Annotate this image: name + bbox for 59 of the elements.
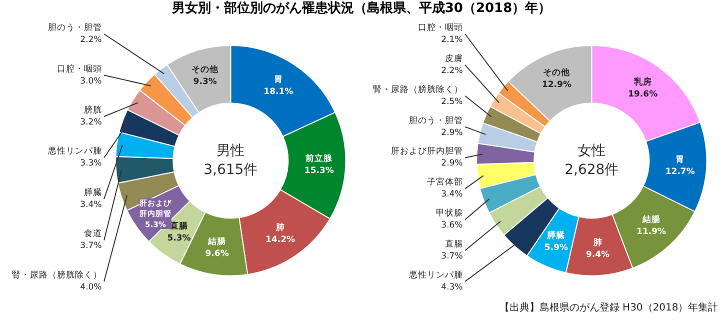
slice-label: 悪性リンパ腫 — [408, 269, 463, 280]
data-label: 9.3% — [193, 76, 218, 87]
data-label: 3.7% — [80, 241, 102, 252]
data-label: 14.2% — [266, 235, 296, 246]
data-label: 5.3% — [167, 234, 192, 244]
data-label: 3.0% — [80, 76, 102, 86]
slice-label: 肺 — [274, 222, 285, 234]
slice-label: その他 — [192, 64, 220, 75]
data-label: 4.3% — [441, 282, 463, 292]
slice-label: 肝および肝内胆管 — [390, 146, 463, 157]
data-label: 2.9% — [441, 158, 463, 169]
slice-label: 乳房 — [632, 76, 652, 88]
data-label: 2.2% — [80, 35, 102, 46]
slice-label: 胆のう・胆管 — [48, 22, 102, 34]
slice-label: 肺 — [592, 237, 602, 248]
data-label: 4.0% — [80, 282, 102, 292]
data-label: 11.9% — [636, 227, 667, 238]
data-label: 2.5% — [441, 96, 463, 107]
slice-label: 胃 — [274, 74, 283, 85]
data-label: 5.9% — [544, 242, 568, 253]
data-label: 2.1% — [441, 35, 463, 46]
slice-label: 膵臓 — [546, 230, 566, 241]
text: 女性 2,628件 — [564, 143, 619, 178]
data-label: 18.1% — [264, 86, 294, 97]
slice-label: 甲状腺 — [436, 208, 463, 219]
slice-label: 胃 — [676, 154, 685, 165]
slice-label: 腎・尿路（膀胱除く） — [12, 269, 102, 280]
slice-label: 胆のう・胆管 — [408, 114, 463, 126]
data-label: 3.4% — [80, 200, 102, 210]
slice-label: 口腔・咽頭 — [56, 63, 102, 74]
slice-label: 前立腺 — [304, 152, 334, 164]
slice-label: 子宮体部 — [426, 176, 463, 188]
slice-label: 結腸 — [207, 236, 226, 248]
text: 男性 3,615件 — [204, 143, 258, 178]
slice-label: 口腔・咽頭 — [418, 22, 463, 34]
chart-title: 男女別・部位別のがん罹患状況（島根県、平成30（2018）年） — [172, 0, 552, 18]
data-label: 2.2% — [441, 66, 463, 76]
data-label: 3.4% — [441, 190, 463, 200]
slice-label: 結腸 — [641, 214, 660, 226]
data-label: 3.3% — [80, 158, 102, 169]
data-label: 15.3% — [304, 166, 334, 176]
data-label: 12.9% — [542, 80, 572, 90]
slice-label: その他 — [543, 67, 572, 78]
data-label: 12.7% — [665, 166, 696, 177]
slice-label: 膀胱 — [84, 104, 102, 116]
slice-label: 膵臓 — [84, 186, 102, 198]
slice-label: 皮膚 — [444, 52, 463, 64]
data-label: 3.2% — [80, 117, 102, 128]
slice-label: 腎・尿路（膀胱除く） — [372, 84, 463, 95]
data-label: 3.7% — [441, 252, 463, 262]
data-label: 19.6% — [628, 89, 658, 100]
data-label: 3.6% — [441, 220, 463, 231]
data-label: 9.6% — [205, 249, 230, 260]
text: 【出典】島根県のがん登録 H30（2018）年集計 — [499, 301, 718, 314]
data-label: 9.4% — [586, 250, 610, 260]
data-label: 2.9% — [441, 128, 463, 138]
slice-label: 悪性リンパ腫 — [46, 146, 102, 157]
slice-label: 食道 — [84, 228, 102, 240]
slice-label: 直腸 — [444, 238, 463, 250]
